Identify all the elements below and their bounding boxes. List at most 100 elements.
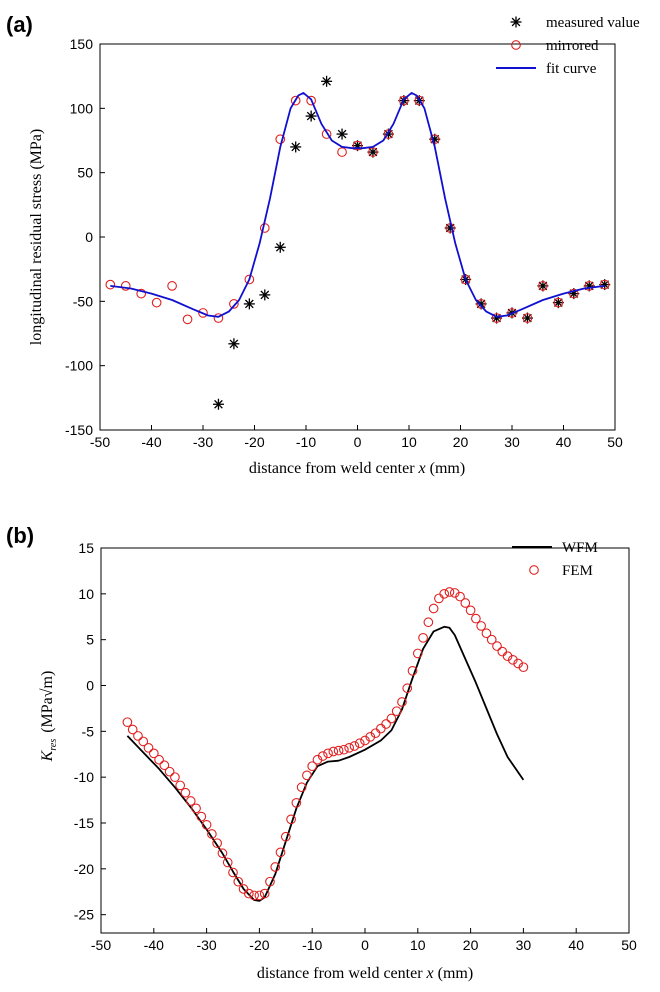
point-mirrored [568, 288, 579, 299]
point-fem [222, 857, 233, 868]
point-fem [154, 754, 164, 765]
point-fem [407, 665, 418, 676]
legend-label-fem: FEM [562, 563, 593, 579]
point-measured-value [228, 338, 240, 350]
point-fem [460, 598, 471, 608]
point-fem [143, 742, 154, 753]
point-mirrored [522, 313, 533, 323]
point-measured-value [321, 75, 333, 87]
point-fem [492, 641, 502, 651]
chart-b-legend: WFM FEM [512, 540, 598, 579]
point-mirrored [476, 299, 486, 309]
point-fem [307, 761, 318, 772]
point-fem [286, 814, 296, 825]
point-mirrored [321, 129, 332, 139]
point-fem [328, 746, 339, 757]
x-tick-label: -30 [193, 434, 213, 450]
point-fem [402, 683, 413, 694]
x-tick-label: 20 [463, 937, 479, 953]
point-fem [349, 741, 360, 751]
point-measured-value [243, 298, 255, 310]
point-measured-value [212, 398, 224, 410]
point-fem [138, 736, 149, 747]
point-mirrored [460, 274, 471, 285]
point-fem [497, 646, 508, 657]
point-mirrored [399, 95, 409, 106]
y-tick-label: 150 [70, 36, 94, 52]
x-tick-label: -40 [141, 434, 161, 450]
chart-a: (a) -50 -40 -30 -20 -10 0 10 20 30 40 50-150-100-5… [6, 12, 640, 477]
y-tick-label: 15 [78, 540, 94, 556]
x-tick-label: 40 [556, 434, 572, 450]
x-tick-label: -50 [91, 937, 111, 953]
point-mirrored [229, 299, 239, 309]
chart-b-series [122, 587, 529, 902]
point-fem [170, 772, 180, 783]
chart-a-frame [99, 43, 616, 431]
point-fem [465, 605, 476, 616]
point-measured-value [537, 280, 549, 292]
point-fem [423, 617, 434, 628]
point-fem [502, 651, 513, 662]
point-fem [191, 803, 201, 814]
x-tick-label: -20 [249, 937, 269, 953]
point-fem [249, 890, 259, 901]
point-mirrored [538, 281, 548, 291]
point-fem [476, 621, 487, 631]
x-tick-label: 0 [354, 434, 362, 450]
point-fem [455, 591, 465, 602]
x-tick-label: -50 [90, 434, 110, 450]
point-fem [164, 766, 175, 777]
point-fem [243, 888, 254, 899]
x-tick-label: -20 [244, 434, 264, 450]
x-tick-label: -10 [296, 434, 316, 450]
point-fem [391, 706, 402, 717]
point-measured-value [599, 279, 611, 291]
y-tick-label: 10 [78, 586, 94, 602]
point-fem [360, 735, 370, 746]
point-mirrored [584, 281, 595, 291]
point-fem [365, 731, 376, 742]
point-fem [280, 831, 291, 842]
point-mirrored [198, 308, 208, 318]
y-tick-label: -50 [73, 293, 93, 309]
point-mirrored [553, 297, 564, 308]
point-mirrored [599, 279, 610, 290]
y-tick-label: 0 [86, 678, 94, 694]
point-fem [418, 632, 428, 643]
x-tick-label: 40 [568, 937, 584, 953]
y-tick-label: -25 [74, 907, 94, 923]
point-measured-value [259, 289, 271, 301]
panel-label-a: (a) [6, 12, 33, 37]
point-fem [296, 782, 307, 793]
point-fem [196, 811, 207, 822]
point-fem [339, 744, 349, 755]
point-fem [302, 770, 312, 781]
point-fem [397, 697, 407, 707]
chart-a-xlabel: distance from weld center x (mm) [249, 460, 465, 477]
point-fem [159, 760, 170, 771]
point-fem [312, 754, 323, 765]
x-tick-label: 30 [504, 434, 520, 450]
point-fem [354, 738, 365, 749]
point-fem [439, 588, 450, 599]
point-mirrored [352, 140, 363, 151]
chart-b-xlabel: distance from weld center x (mm) [257, 965, 473, 982]
x-tick-label: 10 [401, 434, 417, 450]
point-fem [449, 588, 460, 598]
y-tick-label: 50 [77, 165, 93, 181]
point-mirrored [383, 129, 394, 139]
point-mirrored [120, 281, 131, 291]
y-tick-label: -100 [65, 358, 93, 374]
x-tick-label: -10 [302, 937, 322, 953]
chart-a-legend: measured value mirrored fit curve [496, 15, 640, 77]
point-measured-value [475, 298, 487, 310]
point-mirrored [507, 308, 517, 318]
point-fem [212, 838, 223, 849]
point-fem [386, 713, 397, 724]
point-mirrored [136, 288, 147, 299]
point-fem [333, 745, 344, 756]
legend-label-fit-curve: fit curve [546, 61, 597, 77]
point-mirrored [290, 95, 301, 106]
